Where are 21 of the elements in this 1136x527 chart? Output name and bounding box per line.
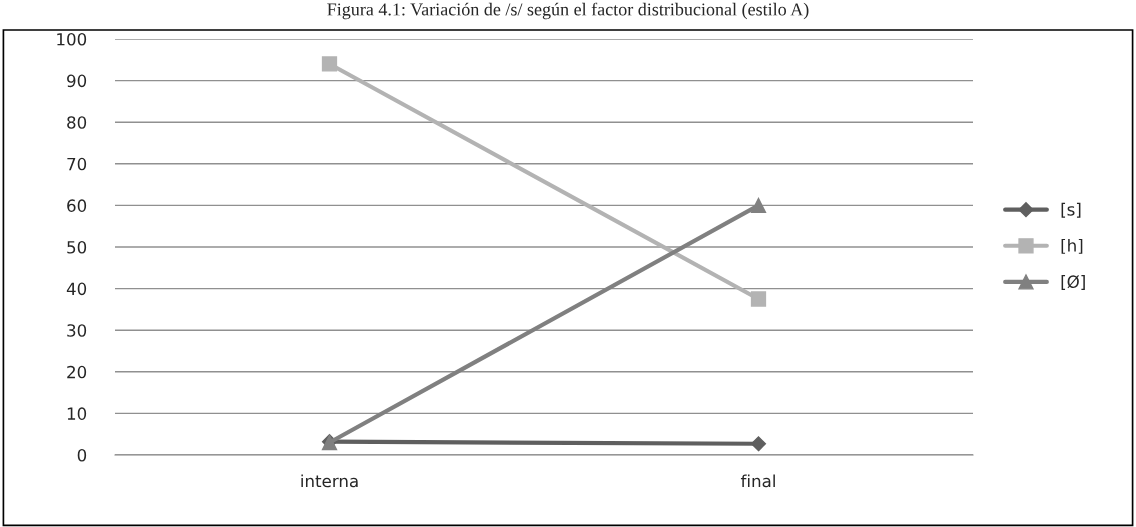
x-tick-label: final [740, 474, 775, 488]
chart-title: Figura 4.1: Variación de /s/ según el factor distribucional (estilo A) [327, 2, 809, 20]
y-tick-label: 80 [67, 116, 87, 129]
point [750, 436, 767, 452]
y-tick-label: 90 [67, 74, 87, 88]
y-tick-label: 20 [67, 365, 87, 379]
y-tick-label: 30 [67, 324, 87, 337]
legend-label: [h] [1061, 238, 1083, 254]
y-tick-label: 40 [66, 282, 87, 296]
x-tick-label: interna [301, 474, 358, 488]
point [750, 291, 767, 307]
legend-label: [s] [1061, 202, 1081, 218]
point [321, 56, 338, 72]
point [750, 197, 767, 214]
y-tick-label: 0 [77, 448, 87, 462]
y-tick-label: 60 [67, 199, 87, 212]
y-tick-label: 100 [57, 32, 87, 46]
y-tick-label: 50 [67, 240, 87, 254]
y-tick-label: 10 [67, 407, 87, 420]
legend-label: [Ø] [1061, 275, 1085, 290]
y-tick-label: 70 [67, 157, 87, 171]
